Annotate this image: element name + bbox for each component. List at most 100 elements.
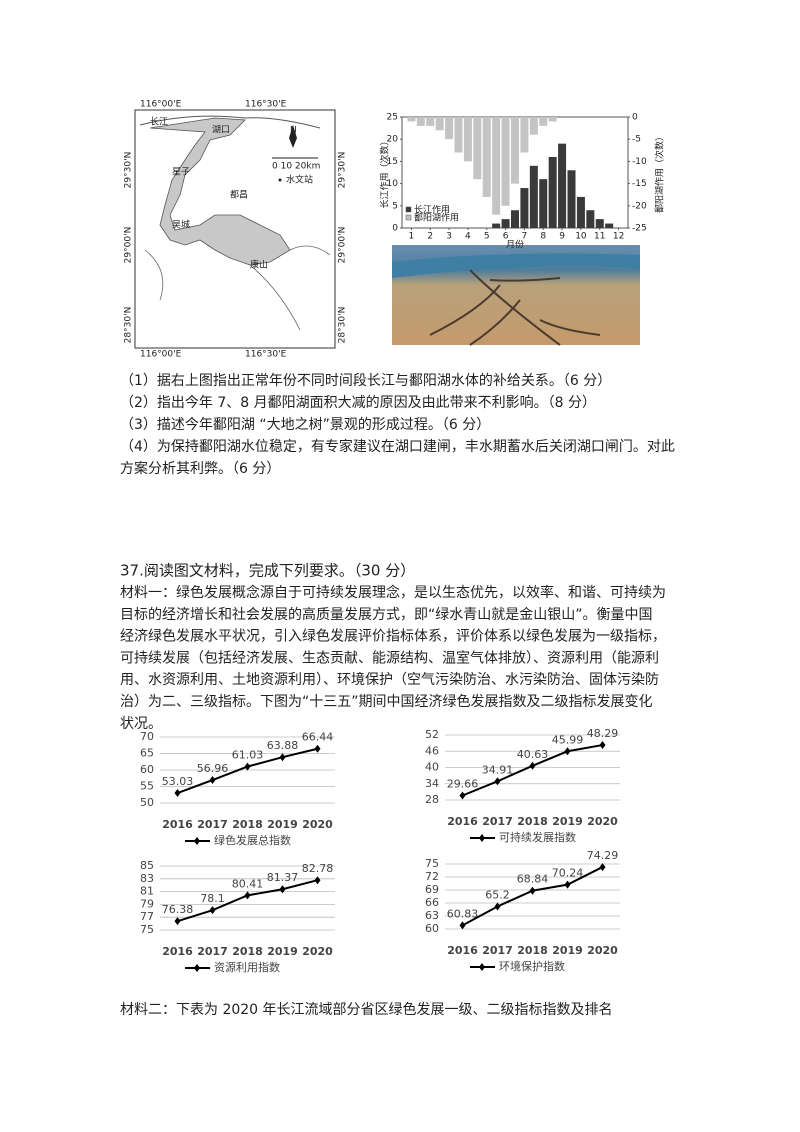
x-tick-label: 2016 — [447, 944, 478, 957]
bar — [416, 117, 425, 126]
section-heading: 37.阅读图文材料，完成下列要求。（30 分） — [120, 562, 415, 580]
legend-label: 环境保护指数 — [499, 959, 565, 973]
legend-marker — [479, 834, 485, 842]
marker — [244, 891, 251, 900]
marker — [209, 776, 216, 785]
y-tick-label: 0 — [392, 224, 398, 234]
y-tick-label: 50 — [140, 796, 154, 809]
legend-label: 资源利用指数 — [214, 960, 280, 974]
data-label: 53.03 — [162, 775, 194, 788]
y2-axis-label: 鄱阳湖作用（次数） — [654, 132, 666, 213]
y-tick-label: 34 — [425, 777, 439, 790]
y2-tick-label: -5 — [632, 135, 641, 145]
x-tick-label: 2019 — [552, 815, 583, 828]
x-tick-label: 2017 — [197, 945, 228, 958]
marker — [599, 863, 606, 872]
x-axis-label: 月份 — [506, 239, 524, 251]
y-tick-label: 66 — [425, 896, 439, 909]
x-tick-label: 3 — [446, 232, 452, 242]
y-tick-label: 85 — [140, 859, 154, 872]
bar — [548, 156, 557, 228]
data-label: 61.03 — [232, 749, 264, 762]
photo-water — [392, 253, 640, 278]
legend-marker — [479, 963, 485, 971]
lon-label: 116°30'E — [245, 100, 287, 110]
x-tick-label: 2018 — [517, 944, 548, 957]
marker — [459, 921, 466, 930]
y-tick-label: 72 — [425, 870, 439, 883]
y-tick-label: 40 — [425, 761, 439, 774]
marker — [279, 753, 286, 762]
marker — [529, 761, 536, 770]
lat-label: 29°00'N — [338, 227, 348, 264]
data-label: 40.63 — [517, 748, 549, 761]
x-tick-label: 4 — [465, 232, 471, 242]
question-line: （2）指出今年 7、8 月鄱阳湖面积大减的原因及由此带来不利影响。（8 分） — [120, 395, 596, 411]
y-tick-label: 60 — [425, 922, 439, 935]
bar — [605, 223, 614, 228]
station-symbol — [278, 178, 282, 182]
data-label: 34.91 — [482, 763, 514, 776]
bar — [407, 117, 416, 122]
y-tick-label: 79 — [140, 897, 154, 910]
river-line — [139, 115, 321, 129]
legend-label: 绿色发展总指数 — [214, 833, 291, 847]
bar — [426, 117, 435, 126]
bar — [539, 117, 548, 126]
place-label: 湖口 — [212, 125, 230, 136]
x-tick-label: 2020 — [587, 944, 618, 957]
x-tick-label: 2019 — [267, 818, 298, 831]
material-line: 目标的经济增长和社会发展的高质量发展方式，即“绿水青山就是金山银山”。衡量中国 — [120, 606, 653, 623]
place-label: 星子 — [172, 167, 190, 178]
y-tick-label: 10 — [387, 179, 399, 189]
marker — [494, 777, 501, 786]
y-tick-label: 5 — [392, 201, 398, 211]
marker — [529, 886, 536, 895]
material-line: 治）为二、三级指标。下图为“十三五”期间中国经济绿色发展指数及二级指标发展变化 — [120, 693, 653, 710]
lon-label: 116°30'E — [245, 350, 287, 360]
bar — [520, 188, 529, 228]
y2-tick-label: -10 — [632, 157, 647, 167]
question-line: （3）描述今年鄱阳湖 “大地之树”景观的形成过程。（6 分） — [120, 417, 490, 433]
bar — [473, 117, 482, 180]
y2-tick-label: -15 — [632, 179, 647, 189]
marker — [459, 791, 466, 800]
y-tick-label: 70 — [140, 730, 154, 743]
y-tick-label: 65 — [140, 747, 154, 760]
data-label: 78.1 — [200, 892, 225, 905]
legend-label: 鄱阳湖作用 — [414, 212, 459, 224]
marker — [314, 876, 321, 885]
x-tick-label: 2016 — [162, 945, 193, 958]
x-tick-label: 2018 — [232, 818, 263, 831]
data-label: 82.78 — [302, 862, 334, 875]
x-tick-label: 2016 — [162, 818, 193, 831]
data-label: 70.24 — [552, 867, 584, 880]
marker — [599, 741, 606, 750]
data-label: 76.38 — [162, 903, 194, 916]
bar — [529, 117, 538, 135]
x-tick-label: 1 — [409, 232, 415, 242]
photo — [392, 245, 640, 346]
place-label: 都昌 — [230, 190, 248, 201]
y-tick-label: 55 — [140, 780, 154, 793]
place-label: 康山 — [250, 259, 268, 271]
x-tick-label: 2020 — [302, 945, 333, 958]
bar — [501, 219, 510, 228]
y-axis-label: 长江作用（次数） — [379, 136, 391, 208]
bar — [558, 143, 567, 228]
bar — [463, 117, 472, 162]
question-line: 方案分析其利弊。（6 分） — [120, 460, 280, 477]
legend-marker — [194, 964, 200, 972]
y-tick-label: 69 — [425, 883, 439, 896]
x-tick-label: 2017 — [197, 818, 228, 831]
bar — [576, 196, 585, 228]
bar — [445, 117, 454, 140]
bar — [492, 223, 501, 228]
y-tick-label: 81 — [140, 885, 154, 898]
lat-label: 28°30'N — [338, 307, 348, 344]
y-tick-label: 20 — [387, 135, 399, 145]
tributaries — [144, 245, 331, 331]
y-tick-label: 63 — [425, 909, 439, 922]
question-line: （1）据右上图指出正常年份不同时间段长江与鄱阳湖水体的补给关系。（6 分） — [120, 373, 611, 389]
